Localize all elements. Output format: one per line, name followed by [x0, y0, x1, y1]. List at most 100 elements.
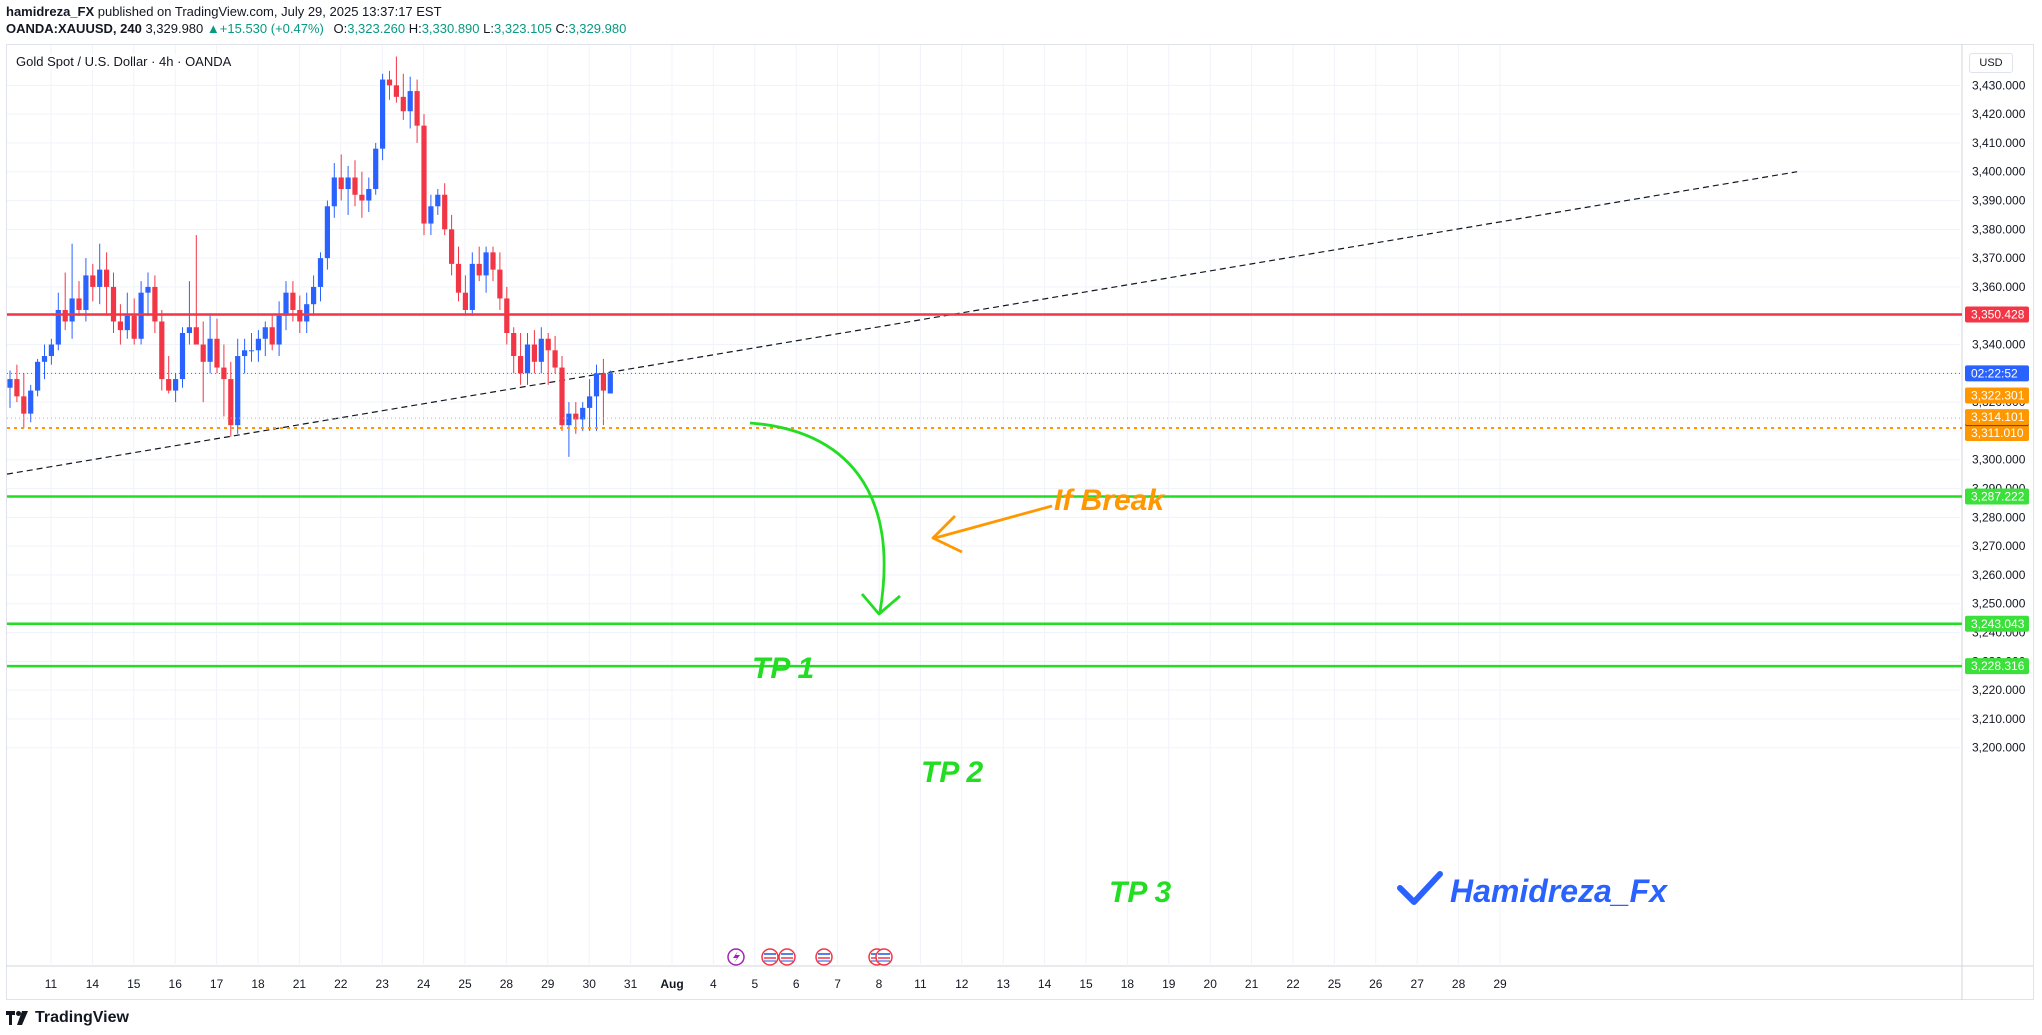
candle-body — [552, 350, 558, 368]
price-tick-label: 3,300.000 — [1972, 453, 2026, 467]
candle-body — [524, 344, 531, 374]
candle-body — [235, 356, 241, 426]
time-tick-label: 5 — [751, 977, 758, 991]
price-tick-label: 3,280.000 — [1972, 510, 2026, 524]
candle-body — [97, 269, 103, 287]
publisher-name[interactable]: hamidreza_FX — [6, 4, 95, 19]
candle-body — [35, 361, 41, 391]
candle-body — [48, 344, 54, 357]
candle-body — [166, 379, 172, 391]
candle-body — [242, 350, 248, 357]
line-price-tag: 3,287.222 — [1971, 490, 2025, 504]
candle-body — [338, 177, 344, 189]
candle-body — [193, 327, 199, 345]
candle-body — [41, 356, 48, 362]
candle-body — [607, 373, 613, 394]
candle-body — [21, 396, 27, 414]
candle-body — [269, 327, 275, 345]
low-label: L: — [483, 21, 494, 36]
price-tick-label: 3,390.000 — [1972, 194, 2026, 208]
grid — [6, 44, 2033, 1000]
candle-body — [69, 298, 75, 322]
candle-body — [407, 91, 413, 112]
line-price-tag-bg — [1965, 488, 2029, 505]
price-tick-label: 3,340.000 — [1972, 338, 2026, 352]
candle-body — [276, 315, 282, 345]
high-value: 3,330.890 — [421, 21, 480, 36]
candle-body — [124, 315, 130, 331]
time-tick-label: 11 — [914, 977, 927, 991]
price-tick-label: 3,370.000 — [1972, 251, 2026, 265]
line-price-tag-bg — [1965, 615, 2029, 632]
candle-body — [531, 344, 537, 362]
candle-body — [214, 338, 220, 368]
trendline[interactable] — [6, 171, 1798, 475]
candle-body — [179, 333, 186, 380]
candle-body — [580, 407, 586, 420]
price-axis[interactable]: 3,200.0003,210.0003,220.0003,230.0003,24… — [1965, 78, 2029, 755]
price-tag-bg — [1965, 409, 2029, 426]
line-price-tag-bg — [1965, 658, 2029, 675]
us-flag-event-icon — [761, 948, 779, 966]
price-tick-label: 3,410.000 — [1972, 136, 2026, 150]
time-tick-label: 29 — [1493, 977, 1507, 991]
time-tick-label: 15 — [127, 977, 141, 991]
candles — [7, 56, 613, 457]
candle-body — [442, 194, 448, 230]
price-tick-label: 3,360.000 — [1972, 280, 2026, 294]
horizontal-lines[interactable] — [7, 313, 1962, 668]
candle-body — [331, 177, 337, 207]
candle-body — [317, 258, 324, 287]
tradingview-logo[interactable]: TradingView — [6, 1007, 129, 1029]
time-tick-label: 8 — [876, 977, 883, 991]
candle-body — [131, 315, 137, 339]
author-watermark: Hamidreza_Fx — [1450, 873, 1668, 909]
price-tick-label: 3,210.000 — [1972, 712, 2026, 726]
time-tick-label: 21 — [293, 977, 307, 991]
candle-body — [490, 252, 496, 270]
currency-button[interactable]: USD — [1969, 53, 2013, 73]
candle-body — [173, 379, 179, 391]
candle-body — [414, 91, 420, 126]
time-tick-label: 29 — [541, 977, 555, 991]
candle-body — [449, 229, 455, 264]
close-label: C: — [555, 21, 569, 36]
candle-body — [366, 189, 372, 201]
time-tick-label: 30 — [583, 977, 597, 991]
candle-body — [304, 304, 310, 322]
tp2-label: TP 2 — [921, 756, 984, 789]
candle-body — [7, 379, 13, 388]
time-tick-label: 17 — [210, 977, 224, 991]
open-label: O: — [333, 21, 348, 36]
time-tick-label: 4 — [710, 977, 717, 991]
chart-frame — [6, 44, 2034, 1000]
price-tick-label: 3,270.000 — [1972, 539, 2026, 553]
time-tick-label: 24 — [417, 977, 431, 991]
drawings: If Break TP 1 TP 2 TP 3 Hamidreza_Fx — [749, 421, 1668, 909]
dashed-trendline[interactable] — [6, 171, 1798, 475]
candle-body — [587, 396, 593, 408]
candle-body — [104, 269, 110, 287]
time-axis[interactable]: 11 14 15 16 17 18 21 22 23 24 25 28 29 30 31 Aug 4 5 6 7 8 11… — [45, 977, 1507, 991]
price-tick-label: 3,260.000 — [1972, 568, 2026, 582]
candle-body — [435, 194, 441, 207]
candle-body — [455, 263, 462, 293]
time-tick-label: 16 — [169, 977, 183, 991]
candle-body — [248, 350, 255, 352]
symbol: OANDA:XAUUSD, 240 — [6, 21, 142, 36]
countdown-tag-bg — [1965, 365, 2029, 382]
candle-body — [83, 275, 89, 310]
countdown-tag: 02:22:52 — [1971, 366, 2018, 380]
up-arrow-icon: ▲ — [206, 21, 220, 36]
instrument-title: Gold Spot / U.S. Dollar · 4h · OANDA — [14, 54, 234, 69]
time-tick-label: 28 — [500, 977, 514, 991]
candle-body — [345, 177, 351, 189]
candle-body — [110, 286, 117, 322]
us-flag-event-icon — [815, 948, 833, 966]
candle-body — [324, 206, 330, 259]
candle-body — [152, 286, 158, 322]
candle-body — [573, 413, 579, 420]
orange-arrow — [934, 504, 1053, 540]
line-price-tag-bg — [1965, 306, 2029, 323]
